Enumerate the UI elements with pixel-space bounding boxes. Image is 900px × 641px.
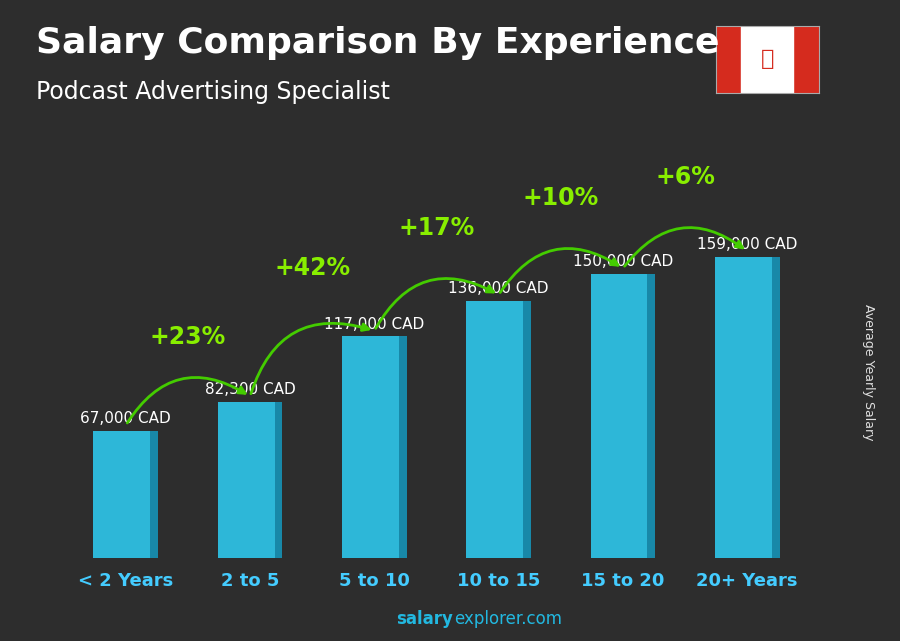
Text: +42%: +42% (274, 256, 350, 279)
Bar (793, 26, 819, 93)
Text: Salary Comparison By Experience: Salary Comparison By Experience (36, 26, 719, 60)
Text: +10%: +10% (523, 186, 598, 210)
Text: salary: salary (396, 610, 453, 628)
Bar (590, 274, 655, 558)
Text: 159,000 CAD: 159,000 CAD (697, 237, 797, 253)
Bar (647, 274, 655, 558)
Bar (218, 402, 283, 558)
Bar (715, 257, 779, 558)
Text: +6%: +6% (655, 165, 715, 189)
Bar (399, 337, 407, 558)
Bar (772, 257, 779, 558)
Bar (274, 402, 283, 558)
Bar (742, 26, 793, 93)
Text: +23%: +23% (149, 325, 226, 349)
Text: 82,300 CAD: 82,300 CAD (204, 382, 295, 397)
Bar (94, 431, 158, 558)
Text: 117,000 CAD: 117,000 CAD (324, 317, 425, 331)
Text: 67,000 CAD: 67,000 CAD (80, 412, 171, 426)
Text: +17%: +17% (399, 216, 474, 240)
Text: Average Yearly Salary: Average Yearly Salary (862, 304, 875, 440)
Bar (466, 301, 531, 558)
Bar (523, 301, 531, 558)
Text: 136,000 CAD: 136,000 CAD (448, 281, 549, 296)
Bar (716, 26, 742, 93)
Text: 150,000 CAD: 150,000 CAD (572, 254, 673, 269)
Text: 🍁: 🍁 (760, 49, 774, 69)
Text: Podcast Advertising Specialist: Podcast Advertising Specialist (36, 80, 390, 104)
Bar (342, 337, 407, 558)
Bar (150, 431, 158, 558)
Text: explorer.com: explorer.com (454, 610, 562, 628)
